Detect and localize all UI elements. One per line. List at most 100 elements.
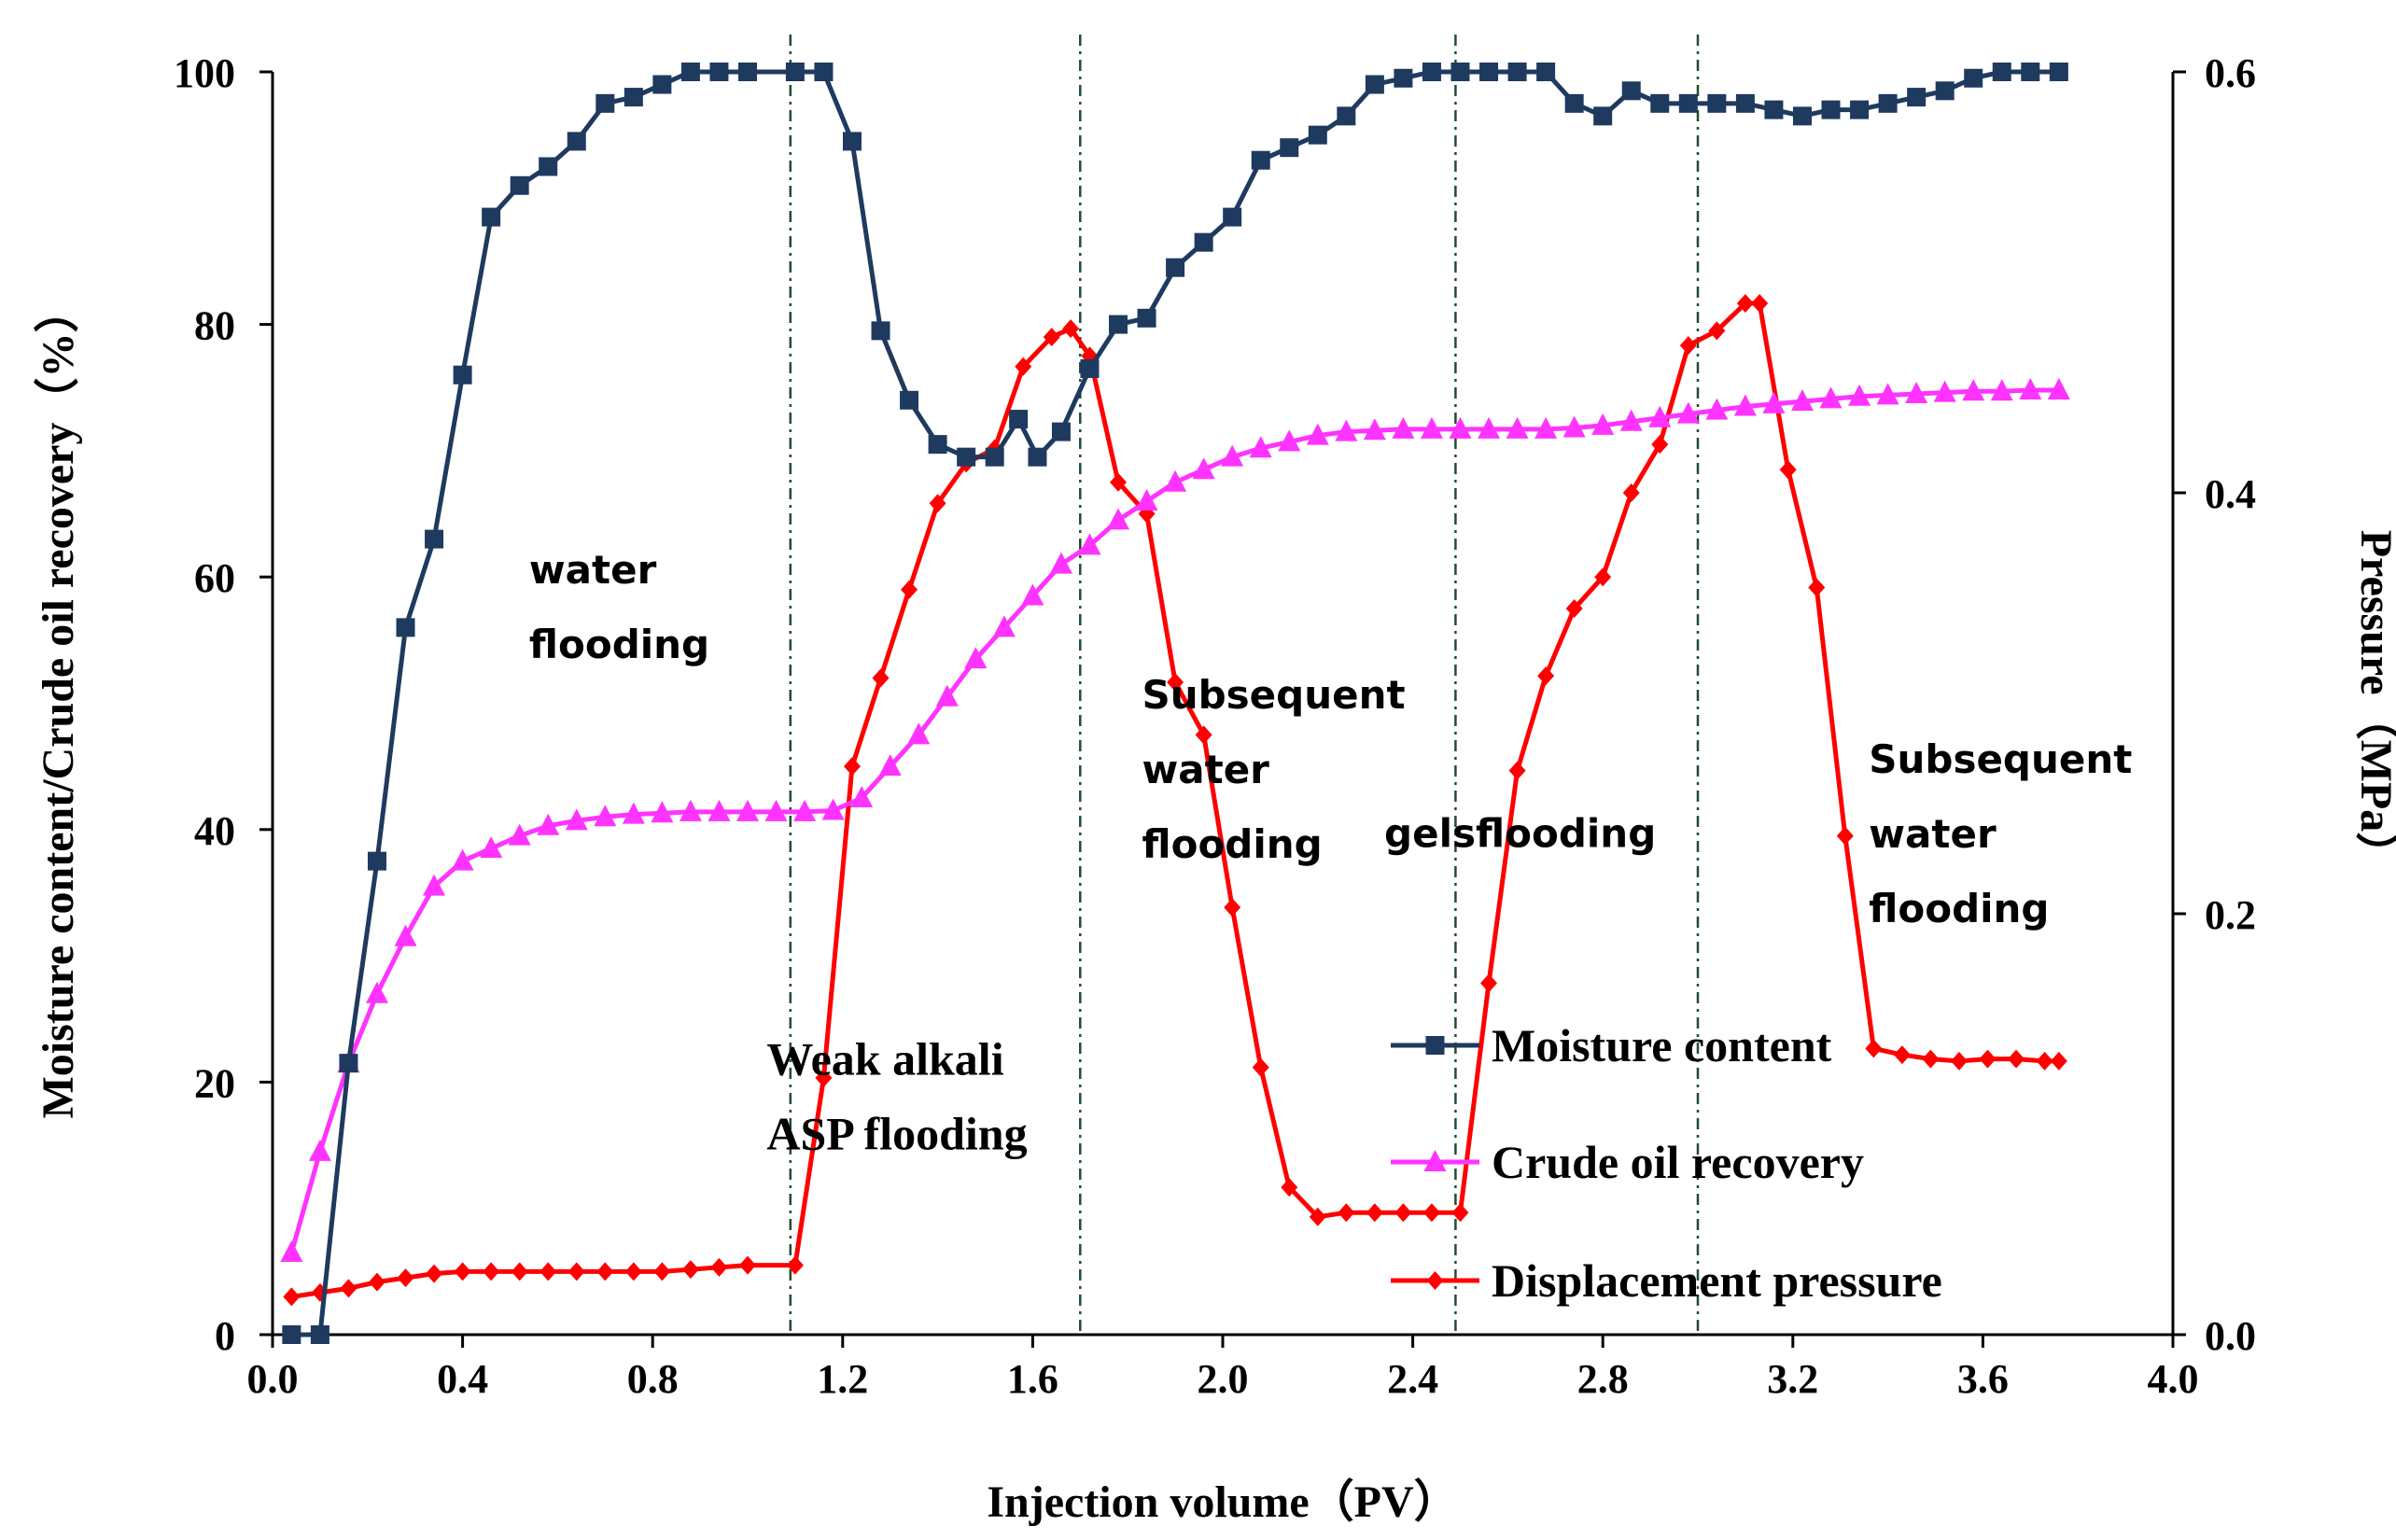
- data-point: [425, 529, 444, 549]
- data-point: [594, 805, 617, 827]
- x-tick-label: 3.2: [1767, 1356, 1818, 1402]
- data-point: [511, 1262, 528, 1281]
- data-point: [1478, 416, 1501, 439]
- legend-entry: Displacement pressure: [1492, 1254, 1942, 1307]
- phase-annotation: gelsflooding: [1384, 811, 1656, 857]
- data-point: [653, 1262, 671, 1281]
- data-point: [508, 823, 531, 846]
- data-point: [310, 1325, 329, 1344]
- data-point: [1676, 401, 1700, 424]
- legend-entry: Crude oil recovery: [1492, 1136, 1864, 1188]
- series-moisture-content: [282, 63, 2068, 1344]
- data-point: [1751, 294, 1769, 314]
- data-point: [622, 802, 645, 824]
- data-point: [786, 1255, 804, 1275]
- data-point: [1790, 389, 1814, 412]
- phase-annotation: water: [1142, 747, 1269, 792]
- data-point: [308, 1139, 331, 1161]
- x-tick-label: 2.4: [1387, 1356, 1438, 1402]
- data-point: [567, 1262, 585, 1281]
- data-point: [907, 722, 931, 745]
- data-point: [1819, 386, 1843, 409]
- data-point: [985, 447, 1004, 467]
- data-point: [1836, 826, 1854, 846]
- data-point: [1950, 1051, 1968, 1071]
- x-tick-label: 2.0: [1198, 1356, 1249, 1402]
- data-point: [1251, 150, 1270, 170]
- legend: Moisture content Crude oil recovery Displa…: [1391, 1019, 1942, 1307]
- data-point: [1962, 379, 1985, 401]
- data-point: [339, 1054, 358, 1073]
- data-point: [815, 1068, 833, 1087]
- data-point: [539, 1262, 557, 1281]
- annotations: water flooding Weak alkali ASP flooding Subs…: [529, 547, 2133, 1159]
- data-point: [1779, 460, 1797, 480]
- data-point: [843, 757, 861, 777]
- legend-marker: [1425, 1036, 1445, 1055]
- data-point: [1249, 436, 1272, 458]
- phase-annotation: Subsequent: [1142, 672, 1405, 718]
- data-point: [1933, 380, 1956, 402]
- data-point: [1422, 1203, 1440, 1223]
- data-point: [1565, 599, 1583, 619]
- data-point: [814, 63, 834, 81]
- data-point: [1507, 63, 1527, 81]
- y-tick-label: 60: [194, 555, 235, 601]
- data-point: [537, 813, 560, 835]
- data-point: [1062, 319, 1080, 339]
- data-point: [1648, 405, 1672, 427]
- data-point: [1449, 416, 1472, 439]
- data-point: [1164, 469, 1187, 492]
- series-displacement-pressure: [283, 294, 2067, 1307]
- data-point: [901, 580, 918, 599]
- data-point: [2036, 1051, 2053, 1071]
- data-point: [1536, 63, 1556, 81]
- data-point: [340, 1279, 357, 1298]
- data-point: [1650, 93, 1670, 113]
- x-tick-label: 3.6: [1957, 1356, 2009, 1402]
- data-point: [681, 1260, 699, 1280]
- data-point: [365, 981, 388, 1003]
- data-point: [1506, 416, 1529, 439]
- x-tick-label: 2.8: [1577, 1356, 1629, 1402]
- data-point: [900, 390, 919, 410]
- data-point: [708, 799, 731, 821]
- data-point: [1821, 100, 1841, 119]
- data-point: [1194, 232, 1213, 252]
- phase-annotation: flooding: [1869, 886, 2049, 931]
- data-point: [964, 647, 988, 669]
- x-tick-label: 0.4: [437, 1356, 488, 1402]
- data-point: [1537, 666, 1555, 686]
- data-point: [1733, 394, 1757, 416]
- data-point: [935, 684, 959, 707]
- data-point: [1593, 106, 1613, 126]
- data-point: [1451, 1203, 1469, 1223]
- data-point: [739, 1255, 756, 1275]
- data-point: [793, 799, 817, 821]
- data-point: [1508, 761, 1526, 780]
- data-point: [1564, 93, 1584, 113]
- data-point: [1280, 138, 1299, 158]
- legend-marker: [1426, 1271, 1444, 1290]
- data-point: [1338, 1203, 1355, 1223]
- data-point: [1562, 415, 1586, 438]
- data-point: [624, 1262, 642, 1281]
- data-point: [1135, 489, 1158, 511]
- data-point: [1876, 383, 1899, 405]
- data-point: [1192, 457, 1215, 480]
- data-point: [872, 668, 890, 688]
- data-point: [2008, 1049, 2025, 1069]
- data-point: [1166, 258, 1185, 277]
- y-tick-label: 20: [194, 1060, 235, 1106]
- data-point: [1705, 398, 1729, 420]
- data-point: [1992, 63, 2011, 81]
- data-point: [992, 615, 1016, 637]
- data-point: [738, 63, 757, 81]
- data-point: [680, 63, 700, 81]
- data-point: [1392, 416, 1415, 439]
- phase-annotation: flooding: [529, 622, 709, 667]
- data-point: [397, 1268, 414, 1288]
- data-point: [1762, 391, 1786, 413]
- data-point: [1028, 447, 1047, 467]
- data-point: [1195, 725, 1212, 745]
